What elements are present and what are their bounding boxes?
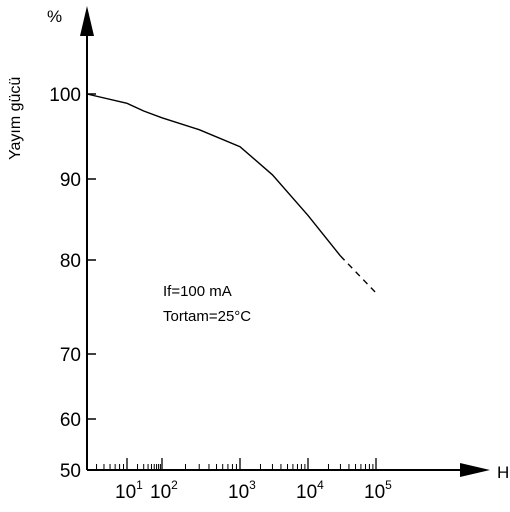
- x-ticks: 101 102 103 104 105: [115, 458, 392, 503]
- y-tick-label-70: 70: [60, 345, 81, 366]
- x-minor-ticks: [86, 464, 374, 470]
- x-tick-label-4: 104: [296, 478, 324, 503]
- y-tick-label-60: 60: [60, 410, 81, 431]
- annotation-current: If=100 mA: [163, 283, 232, 300]
- y-tick-label-100: 100: [49, 85, 81, 106]
- x-tick-label-1: 101: [115, 478, 143, 503]
- x-axis-arrow: [460, 463, 490, 477]
- y-tick-label-80: 80: [60, 251, 81, 272]
- annotation-temperature: Tortam=25°C: [163, 308, 251, 325]
- x-tick-label-2: 102: [150, 478, 178, 503]
- series-line-dashed: [339, 255, 377, 294]
- y-axis-arrow: [80, 6, 94, 36]
- axes: [80, 6, 490, 477]
- y-tick-label-50: 50: [60, 461, 81, 482]
- y-tick-label-90: 90: [60, 170, 81, 191]
- y-axis-title: Yayım gücü: [7, 77, 24, 160]
- y-unit-label: %: [47, 7, 62, 26]
- x-tick-label-5: 105: [364, 478, 392, 503]
- x-unit-label: H: [497, 463, 509, 482]
- series-line-solid: [86, 93, 341, 257]
- y-ticks: 50 60 70 80 90 100: [49, 85, 96, 482]
- x-tick-label-3: 103: [228, 478, 256, 503]
